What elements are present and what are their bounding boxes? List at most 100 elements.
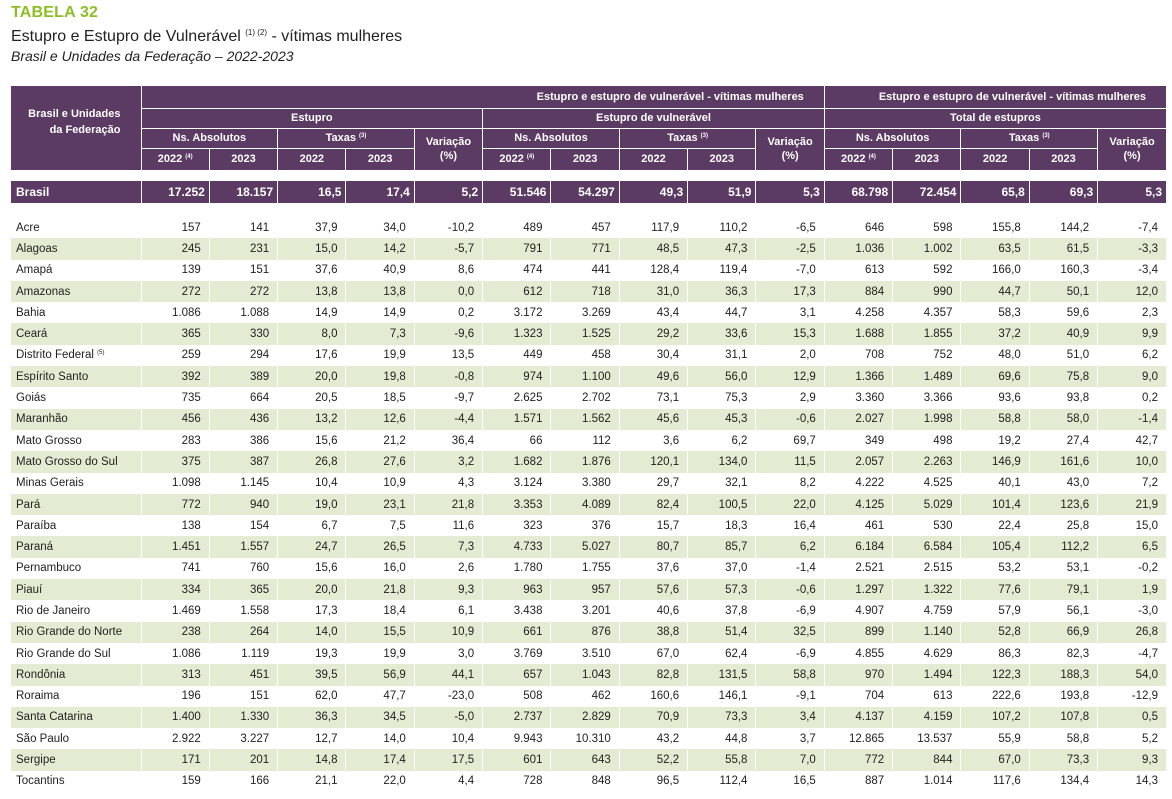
table-cell: 1.002 [892, 238, 961, 260]
note-marker: (5) [97, 350, 105, 357]
table-cell: 93,6 [960, 387, 1030, 409]
year-header: 2023 [550, 147, 620, 170]
data-table: Brasil e Unidades da Federação Estupro e… [11, 86, 1166, 793]
total-cell: 5,2 [413, 181, 483, 203]
table-cell: 231 [208, 238, 278, 260]
table-cell: 100,5 [687, 493, 756, 516]
table-cell: 1.525 [550, 323, 620, 345]
table-cell: 3,6 [618, 429, 688, 452]
table-cell: 43,0 [1028, 472, 1098, 494]
table-cell: 458 [550, 344, 620, 367]
table-cell: 3.201 [550, 600, 620, 622]
table-cell: 42,7 [1097, 429, 1166, 452]
rate-header: Taxas (3) [618, 127, 756, 148]
table-cell: 3.380 [550, 472, 620, 494]
table-cell: 4,3 [413, 472, 483, 494]
table-cell: 3.769 [482, 642, 551, 665]
table-cell: 222,6 [960, 685, 1030, 707]
table-cell: 2.829 [550, 706, 620, 729]
table-cell: 57,6 [618, 579, 688, 601]
table-cell: 17,3 [277, 600, 346, 622]
table-cell: 10.310 [550, 728, 620, 750]
table-cell: 441 [550, 259, 620, 281]
table-cell: 1.119 [208, 642, 278, 665]
table-cell: 365 [140, 323, 210, 345]
table-cell: 1.562 [550, 408, 620, 430]
table-cell: 2.515 [892, 557, 961, 580]
table-row: Distrito Federal (5) 259 294 17,6 19,9 13,5 44… [11, 344, 1166, 367]
row-name: Pará [11, 493, 141, 516]
table-cell: 17,3 [755, 280, 825, 303]
table-cell: 139 [140, 259, 210, 281]
table-cell: 17,5 [413, 749, 483, 771]
table-cell: 1.086 [140, 302, 210, 324]
table-cell: 151 [208, 685, 278, 707]
table-cell: -9,6 [413, 323, 483, 345]
table-cell: 1.086 [140, 642, 210, 665]
table-cell: 73,3 [1028, 749, 1098, 771]
table-cell: 47,7 [345, 685, 415, 707]
table-cell: 79,1 [1028, 579, 1098, 601]
table-cell: 1.557 [208, 536, 278, 558]
table-cell: 3.438 [482, 600, 551, 622]
year-header: 2022 [277, 147, 346, 170]
total-cell: 16,5 [277, 181, 346, 203]
table-cell: 62,0 [277, 685, 346, 707]
table-cell: 283 [140, 429, 210, 452]
table-cell: 10,9 [413, 621, 483, 643]
table-cell: 141 [208, 217, 278, 239]
table-cell: 4.629 [892, 642, 961, 665]
total-cell: 5,3 [1097, 181, 1166, 203]
table-cell: 58,0 [1028, 408, 1098, 430]
table-cell: 4.525 [892, 472, 961, 494]
table-cell: 53,1 [1028, 557, 1098, 580]
table-cell: 21,9 [1097, 493, 1166, 516]
total-cell: 69,3 [1028, 181, 1098, 203]
table-cell: -6,9 [755, 600, 825, 622]
table-cell: 3,4 [755, 706, 825, 729]
row-name: Santa Catarina [11, 706, 141, 729]
row-name: Ceará [11, 323, 141, 345]
table-cell: 40,9 [1028, 323, 1098, 345]
table-row: Ceará 365 330 8,0 7,3 -9,6 1.323 1.525 29,2 33,6 1… [11, 323, 1166, 345]
table-cell: 14,8 [277, 749, 346, 771]
table-cell: 120,1 [618, 451, 688, 473]
table-cell: 1.755 [550, 557, 620, 580]
table-cell: 15,0 [277, 238, 346, 260]
table-cell: 49,6 [618, 366, 688, 388]
table-cell: -4,4 [413, 408, 483, 430]
table-cell: 974 [482, 366, 551, 388]
table-row: Amapá 139 151 37,6 40,9 8,6 474 441 128,4 119,4 -7… [11, 259, 1166, 281]
year-header: 2022 [960, 147, 1030, 170]
table-cell: 188,3 [1028, 664, 1098, 686]
table-cell: 50,1 [1028, 280, 1098, 303]
table-cell: 31,1 [687, 344, 756, 367]
total-cell: 17,4 [345, 181, 415, 203]
rate-header: Taxas (3) [960, 127, 1098, 148]
table-cell: 131,5 [687, 664, 756, 686]
table-cell: 10,4 [277, 472, 346, 494]
table-cell: 8,6 [413, 259, 483, 281]
table-cell: 1.043 [550, 664, 620, 686]
table-cell: 1.469 [140, 600, 210, 622]
table-cell: 13,5 [413, 344, 483, 367]
table-cell: 392 [140, 366, 210, 388]
table-cell: 122,3 [960, 664, 1030, 686]
table-cell: 3,0 [413, 642, 483, 665]
table-cell: 598 [892, 217, 961, 239]
table-cell: 160,3 [1028, 259, 1098, 281]
table-cell: 37,2 [960, 323, 1030, 345]
table-cell: 6,2 [755, 536, 825, 558]
table-cell: 294 [208, 344, 278, 367]
table-cell: 530 [892, 515, 961, 537]
table-cell: 245 [140, 238, 210, 260]
row-name: Amapá [11, 259, 141, 281]
note-marker: (3) [1042, 133, 1050, 139]
table-row: Mato Grosso 283 386 15,6 21,2 36,4 66 112 3,6 6,2… [11, 429, 1166, 452]
table-cell: 80,7 [618, 536, 688, 558]
table-cell: 323 [482, 515, 551, 537]
table-cell: 160,6 [618, 685, 688, 707]
table-cell: 6,2 [687, 429, 756, 452]
table-cell: 56,0 [687, 366, 756, 388]
table-cell: 12,9 [755, 366, 825, 388]
